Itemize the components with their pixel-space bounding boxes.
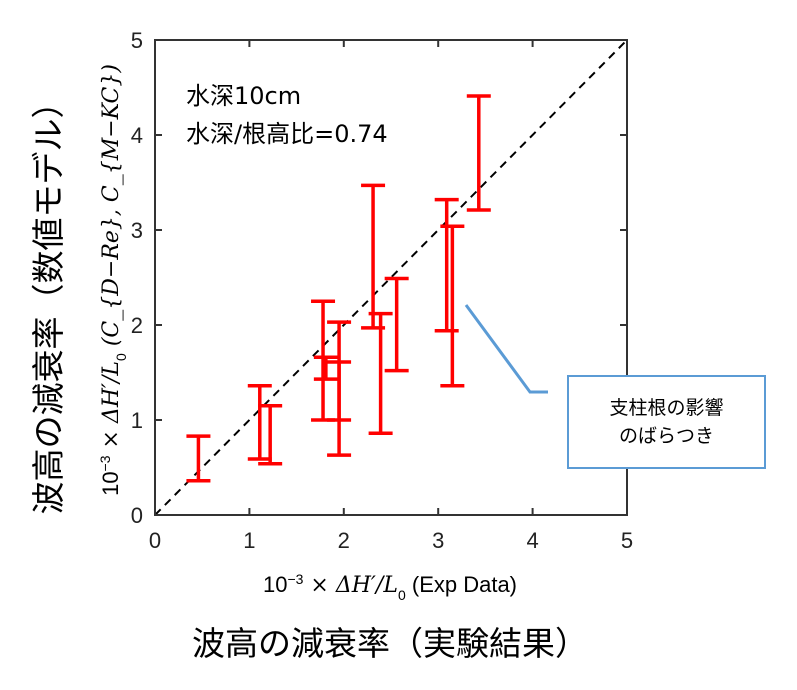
callout-box: 支柱根の影響 のばらつき: [567, 375, 766, 469]
y-tick-label: 1: [131, 408, 143, 433]
x-axis-label: 10−3 × ΔH′/L0 (Exp Data): [263, 571, 517, 603]
x-axis-title-ja: 波高の減衰率（実験結果）: [192, 624, 588, 663]
x-tick-label: 0: [149, 528, 161, 553]
y-axis-label: 10−3 × ΔH′/L0 (C_{D−Re}, C_{M−KC}): [97, 64, 129, 496]
y-tick-label: 3: [131, 218, 143, 243]
x-tick-label: 2: [338, 528, 350, 553]
x-tick-label: 3: [432, 528, 444, 553]
x-tick-label: 1: [243, 528, 255, 553]
callout-leader-line: [464, 304, 548, 394]
callout-line-2: のばらつき: [618, 425, 714, 447]
y-axis-title-ja: 波高の減衰率（数値モデル）: [29, 86, 68, 515]
y-tick-label: 0: [131, 503, 143, 528]
callout-line-1: 支柱根の影響: [609, 397, 724, 419]
y-tick-label: 5: [131, 28, 143, 53]
y-tick-label: 2: [131, 313, 143, 338]
annotation-ratio: 水深/根高比=0.74: [186, 120, 388, 148]
y-tick-label: 4: [131, 123, 143, 148]
x-tick-label: 4: [526, 528, 538, 553]
annotation-depth: 水深10cm: [186, 82, 301, 110]
x-tick-label: 5: [621, 528, 633, 553]
plot-frame: [154, 39, 628, 516]
